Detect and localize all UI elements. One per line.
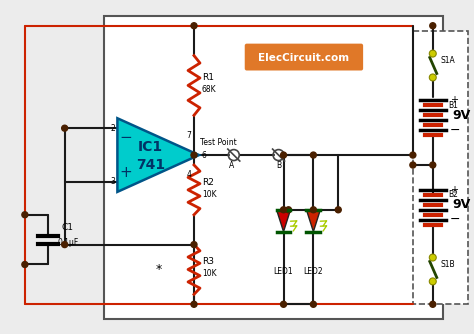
Circle shape	[22, 212, 28, 218]
Circle shape	[310, 207, 316, 213]
Text: R3: R3	[202, 258, 214, 267]
Text: *: *	[156, 263, 162, 276]
Text: +: +	[450, 95, 458, 105]
Text: +: +	[119, 165, 132, 180]
Text: −: −	[450, 124, 460, 137]
Circle shape	[430, 301, 436, 307]
Text: S1B: S1B	[441, 260, 456, 269]
Text: 68K: 68K	[202, 86, 217, 95]
Circle shape	[410, 162, 416, 168]
Circle shape	[191, 241, 197, 247]
Polygon shape	[118, 118, 199, 192]
Circle shape	[310, 301, 316, 307]
Text: R1: R1	[202, 73, 214, 82]
Text: LED2: LED2	[303, 268, 323, 277]
Text: B2: B2	[449, 190, 458, 199]
Text: 9V: 9V	[453, 198, 471, 211]
Circle shape	[285, 207, 292, 213]
Polygon shape	[306, 210, 320, 232]
Circle shape	[430, 23, 436, 29]
Circle shape	[429, 254, 436, 261]
Text: 10K: 10K	[202, 270, 217, 279]
Text: Test Point: Test Point	[201, 138, 237, 147]
Circle shape	[62, 241, 68, 247]
Text: LED1: LED1	[273, 268, 293, 277]
Bar	[413, 31, 467, 304]
Text: 3: 3	[110, 177, 115, 186]
Polygon shape	[276, 210, 291, 232]
Circle shape	[191, 152, 197, 158]
Circle shape	[22, 262, 28, 268]
Text: 0.1μF: 0.1μF	[58, 237, 79, 246]
Text: −: −	[450, 213, 460, 226]
Text: R2: R2	[202, 178, 214, 187]
Circle shape	[335, 207, 341, 213]
Circle shape	[281, 301, 286, 307]
Text: 2: 2	[110, 124, 115, 133]
Circle shape	[281, 207, 286, 213]
Circle shape	[191, 301, 197, 307]
Circle shape	[430, 162, 436, 168]
Text: 6: 6	[202, 151, 207, 160]
Text: B1: B1	[449, 101, 458, 110]
FancyBboxPatch shape	[245, 44, 363, 70]
Text: IC1: IC1	[137, 140, 163, 154]
Text: ElecCircuit.com: ElecCircuit.com	[258, 52, 349, 62]
Text: S1A: S1A	[441, 56, 456, 65]
Text: 4: 4	[187, 170, 191, 179]
Text: 10K: 10K	[202, 190, 217, 199]
Circle shape	[429, 278, 436, 285]
Text: C1: C1	[62, 223, 73, 232]
Text: +: +	[450, 185, 458, 195]
Circle shape	[310, 152, 316, 158]
Circle shape	[191, 23, 197, 29]
Text: 7: 7	[187, 131, 191, 140]
Circle shape	[410, 152, 416, 158]
Circle shape	[429, 74, 436, 81]
Text: −: −	[119, 130, 132, 145]
Circle shape	[281, 152, 286, 158]
Circle shape	[62, 125, 68, 131]
Text: 9V: 9V	[453, 109, 471, 122]
Text: 741: 741	[136, 158, 165, 172]
Text: B: B	[276, 161, 281, 170]
Circle shape	[429, 50, 436, 57]
Text: A: A	[229, 161, 235, 170]
Bar	[104, 16, 443, 319]
